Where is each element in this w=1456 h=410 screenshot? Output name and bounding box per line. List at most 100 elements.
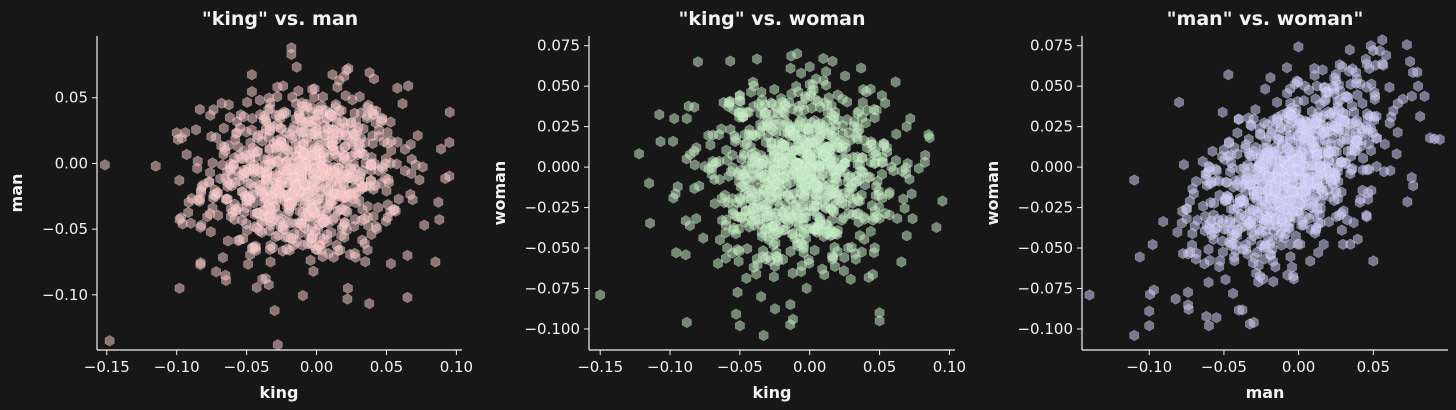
data-point	[1413, 80, 1424, 92]
data-point	[375, 116, 386, 128]
data-point	[1248, 316, 1259, 329]
data-point	[898, 193, 909, 205]
data-point	[1355, 193, 1366, 205]
data-point	[1129, 329, 1140, 342]
data-point	[414, 174, 425, 186]
data-point	[269, 304, 280, 317]
data-point	[312, 109, 323, 121]
data-point	[1187, 183, 1198, 195]
data-point	[757, 94, 768, 106]
data-point	[1324, 216, 1334, 228]
data-point	[1272, 96, 1282, 108]
data-point	[874, 315, 885, 327]
data-point	[698, 232, 709, 244]
data-point	[787, 267, 798, 279]
data-point	[1402, 39, 1412, 51]
data-point	[402, 291, 413, 304]
data-point	[247, 112, 258, 125]
data-point	[1184, 195, 1195, 207]
data-point	[809, 244, 820, 257]
data-point	[223, 139, 234, 152]
data-point	[235, 122, 245, 134]
data-point	[1248, 204, 1258, 216]
data-point	[1233, 113, 1244, 125]
y-tick-label: 0.050	[1030, 77, 1073, 95]
data-point	[1174, 96, 1184, 109]
data-point	[1211, 311, 1222, 324]
data-point	[782, 117, 793, 130]
scatter-panel-2: −0.15 −0.10 −0.05 0.00 0.05 0.10 −0.100 −0.075 −…	[490, 8, 966, 402]
data-point	[397, 98, 408, 110]
data-point	[901, 162, 911, 174]
data-point	[1310, 118, 1321, 130]
data-point	[406, 153, 417, 165]
data-point	[1347, 100, 1358, 112]
data-point	[787, 212, 797, 225]
data-point	[391, 158, 402, 170]
data-point	[243, 194, 254, 206]
data-point	[303, 188, 314, 200]
data-point	[776, 92, 787, 105]
data-point	[242, 96, 253, 108]
data-point	[1285, 251, 1296, 263]
data-point	[337, 115, 348, 127]
data-point	[331, 239, 342, 251]
data-point	[1282, 62, 1292, 74]
data-point	[1208, 233, 1219, 246]
data-point	[669, 112, 680, 125]
data-point	[671, 247, 682, 259]
data-point	[150, 160, 161, 172]
data-point	[340, 90, 351, 102]
data-point	[1392, 97, 1403, 110]
data-point	[309, 91, 320, 103]
data-point	[821, 218, 831, 231]
data-point	[1406, 90, 1417, 102]
data-point	[792, 119, 802, 131]
data-point	[323, 247, 334, 260]
data-point	[888, 165, 899, 177]
data-point	[350, 196, 361, 209]
data-point	[270, 230, 281, 243]
data-point	[346, 116, 357, 128]
data-point	[284, 198, 295, 211]
data-point	[723, 170, 734, 182]
data-point	[195, 221, 206, 234]
data-point	[896, 256, 907, 268]
data-point	[1147, 238, 1158, 251]
data-point	[748, 100, 759, 113]
data-point	[853, 207, 864, 220]
x-tick-label: 0.10	[440, 358, 473, 376]
data-point	[1287, 185, 1298, 198]
data-point	[325, 194, 336, 206]
data-point	[1201, 310, 1212, 323]
data-point	[1352, 89, 1363, 101]
data-point	[794, 185, 805, 197]
x-axis-label: king	[753, 383, 792, 402]
data-point	[693, 56, 703, 68]
data-point	[840, 70, 850, 82]
points-group	[595, 48, 948, 342]
data-point	[318, 91, 328, 103]
data-point	[670, 188, 681, 200]
data-point	[1406, 171, 1417, 184]
data-point	[359, 237, 370, 250]
y-tick-label: −0.075	[1017, 279, 1073, 297]
data-point	[318, 216, 329, 229]
data-point	[393, 193, 404, 205]
y-tick-label: 0.025	[1030, 118, 1073, 136]
data-point	[722, 242, 733, 254]
data-point	[1178, 247, 1188, 260]
data-point	[806, 153, 817, 166]
data-point	[368, 210, 379, 223]
data-point	[1384, 81, 1395, 93]
data-point	[185, 217, 196, 229]
data-point	[276, 213, 287, 225]
data-point	[366, 159, 377, 171]
data-point	[844, 181, 855, 194]
x-tick-label: 0.05	[1357, 358, 1390, 376]
x-tick-label: −0.05	[224, 358, 270, 376]
data-point	[336, 203, 347, 215]
data-point	[818, 52, 829, 65]
data-point	[634, 148, 644, 160]
data-point	[1203, 276, 1214, 289]
